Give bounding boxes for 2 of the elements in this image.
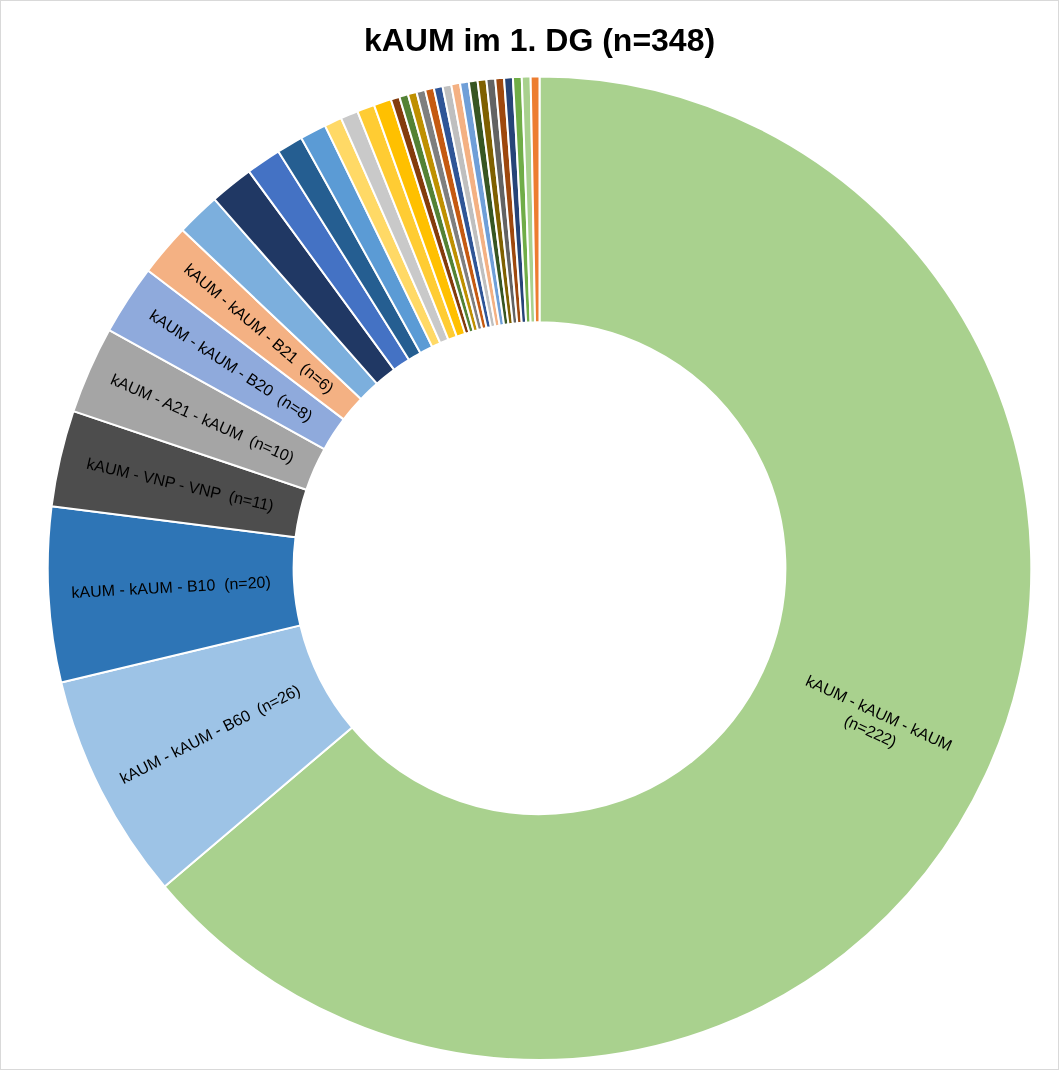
slice-label: kAUM - kAUM - B10 (n=20): [71, 573, 272, 601]
chart-title: kAUM im 1. DG (n=348): [363, 22, 716, 59]
